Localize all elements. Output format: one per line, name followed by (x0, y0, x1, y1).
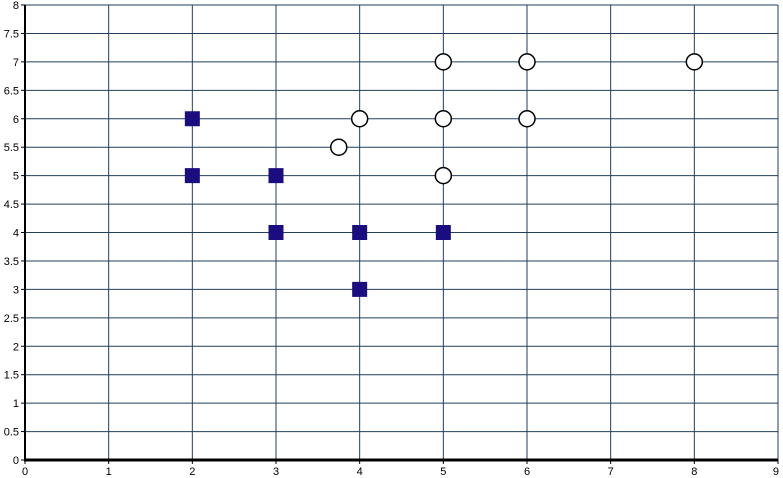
y-tick-label: 7 (13, 57, 19, 69)
y-tick-label: 1 (13, 398, 19, 410)
circle-point (685, 53, 704, 71)
x-tick-label: 8 (691, 466, 697, 478)
y-tick-label: 2 (13, 341, 19, 353)
x-axis-ticks: 0 1 2 3 4 5 6 7 8 9 (22, 460, 779, 478)
x-tick-label: 3 (273, 466, 279, 478)
square-point (435, 225, 451, 240)
square-point (352, 225, 368, 240)
x-tick-label: 6 (524, 466, 530, 478)
square-point (352, 281, 368, 297)
square-point (268, 225, 284, 240)
y-tick-label: 5.5 (4, 142, 19, 154)
y-tick-label: 4.5 (4, 199, 19, 211)
circle-point (518, 53, 536, 71)
y-tick-label: 0.5 (4, 427, 19, 439)
square-point (268, 168, 284, 184)
circle-point (434, 110, 453, 128)
square-point (184, 111, 200, 127)
y-tick-label: 4 (13, 228, 19, 240)
y-tick-label: 1.5 (4, 370, 19, 382)
y-tick-label: 8 (13, 0, 19, 12)
y-tick-label: 2.5 (4, 313, 19, 325)
x-tick-label: 5 (440, 466, 446, 478)
data-points (184, 53, 704, 297)
x-tick-label: 9 (773, 466, 779, 478)
y-tick-label: 0 (13, 455, 19, 467)
y-tick-label: 5 (13, 171, 19, 183)
y-tick-label: 3 (13, 284, 19, 296)
square-point (184, 168, 200, 184)
y-tick-label: 6 (13, 114, 19, 126)
grid-lines (25, 4, 779, 460)
x-tick-label: 2 (189, 466, 195, 478)
x-tick-label: 7 (608, 466, 614, 478)
x-tick-label: 0 (22, 466, 28, 478)
circle-point (434, 53, 453, 71)
y-axis-ticks: 0 0.5 1 1.5 2 2.5 3 3.5 4 4.5 5 5.5 6 6.5 7 7.5 8 (4, 0, 25, 467)
y-tick-label: 7.5 (4, 28, 19, 40)
y-tick-label: 3.5 (4, 256, 19, 268)
circle-point (518, 110, 536, 128)
x-tick-label: 1 (106, 466, 112, 478)
x-tick-label: 4 (357, 466, 363, 478)
circle-point (330, 138, 348, 156)
circle-point (350, 110, 369, 128)
circle-point (434, 166, 453, 185)
y-tick-label: 6.5 (4, 85, 19, 97)
